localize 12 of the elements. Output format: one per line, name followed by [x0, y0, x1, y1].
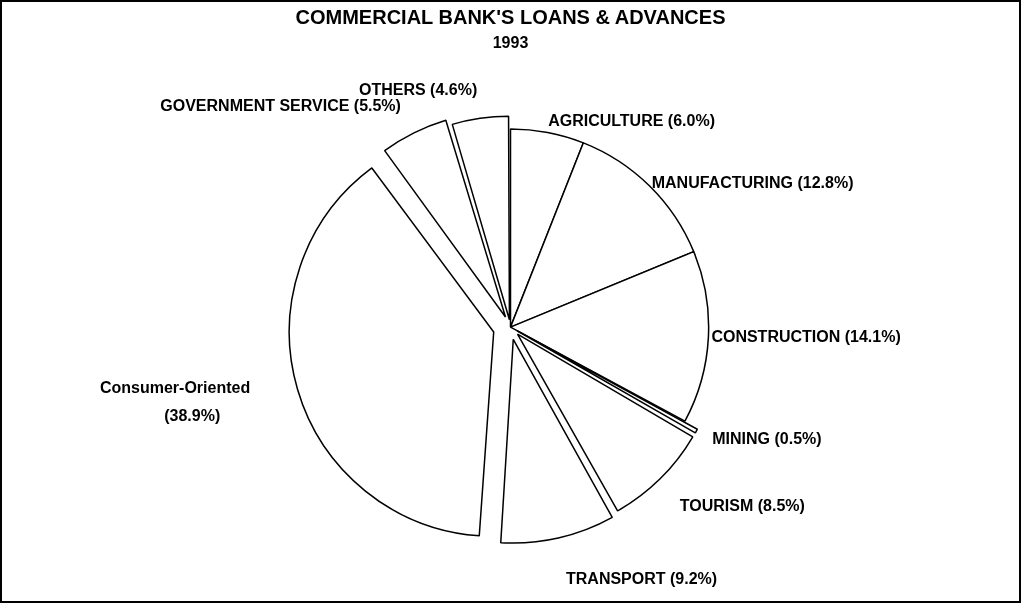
data-label: (38.9%) — [164, 407, 221, 425]
slice-label: MINING (0.5%) — [712, 430, 822, 448]
chart-subtitle: 1993 — [492, 34, 529, 52]
chart-title: COMMERCIAL BANK'S LOANS & ADVANCES — [295, 5, 726, 28]
slice-label: AGRICULTURE (6.0%) — [548, 111, 715, 129]
slice-label: TOURISM (8.5%) — [679, 497, 805, 515]
slice-label: MANUFACTURING (12.8%) — [651, 174, 854, 192]
slice-label: CONSTRUCTION (14.1%) — [711, 327, 901, 345]
slice-label: OTHERS (4.6%) — [358, 80, 478, 98]
slice-label: GOVERNMENT SERVICE (5.5%) — [160, 97, 401, 115]
slice-label: TRANSPORT (9.2%) — [566, 570, 718, 588]
slice-label: Consumer-Oriented — [99, 379, 251, 397]
